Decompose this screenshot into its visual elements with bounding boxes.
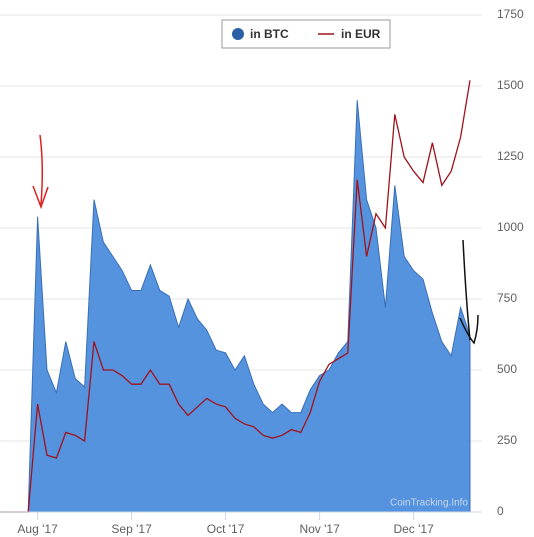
x-tick-label: Dec '17 <box>393 522 434 536</box>
legend: in BTC in EUR <box>221 19 391 49</box>
watermark: CoinTracking.Info <box>390 498 468 509</box>
annotation-arrow <box>459 239 479 345</box>
x-tick-label: Aug '17 <box>17 522 58 536</box>
y-tick-label: 250 <box>497 433 517 447</box>
btc-area <box>0 100 471 513</box>
y-tick-label: 750 <box>497 291 517 305</box>
y-tick-label: 1000 <box>497 220 524 234</box>
y-tick-label: 500 <box>497 362 517 376</box>
eur-line <box>0 80 471 513</box>
legend-box <box>221 19 391 49</box>
y-tick-label: 1250 <box>497 149 524 163</box>
x-tick-label: Nov '17 <box>299 522 340 536</box>
y-tick-label: 1500 <box>497 78 524 92</box>
y-tick-label: 1750 <box>497 7 524 21</box>
plot: 0 250 500 750 1000 1250 1500 1750 Aug '17 Sep '17… <box>0 7 524 536</box>
legend-label: in EUR <box>341 27 381 41</box>
legend-label: in BTC <box>250 27 289 41</box>
legend-swatch <box>232 28 244 40</box>
x-tick-label: Oct '17 <box>207 522 245 536</box>
x-tick-label: Sep '17 <box>111 522 152 536</box>
y-tick-label: 0 <box>497 504 504 518</box>
annotation-arrow <box>32 134 49 210</box>
